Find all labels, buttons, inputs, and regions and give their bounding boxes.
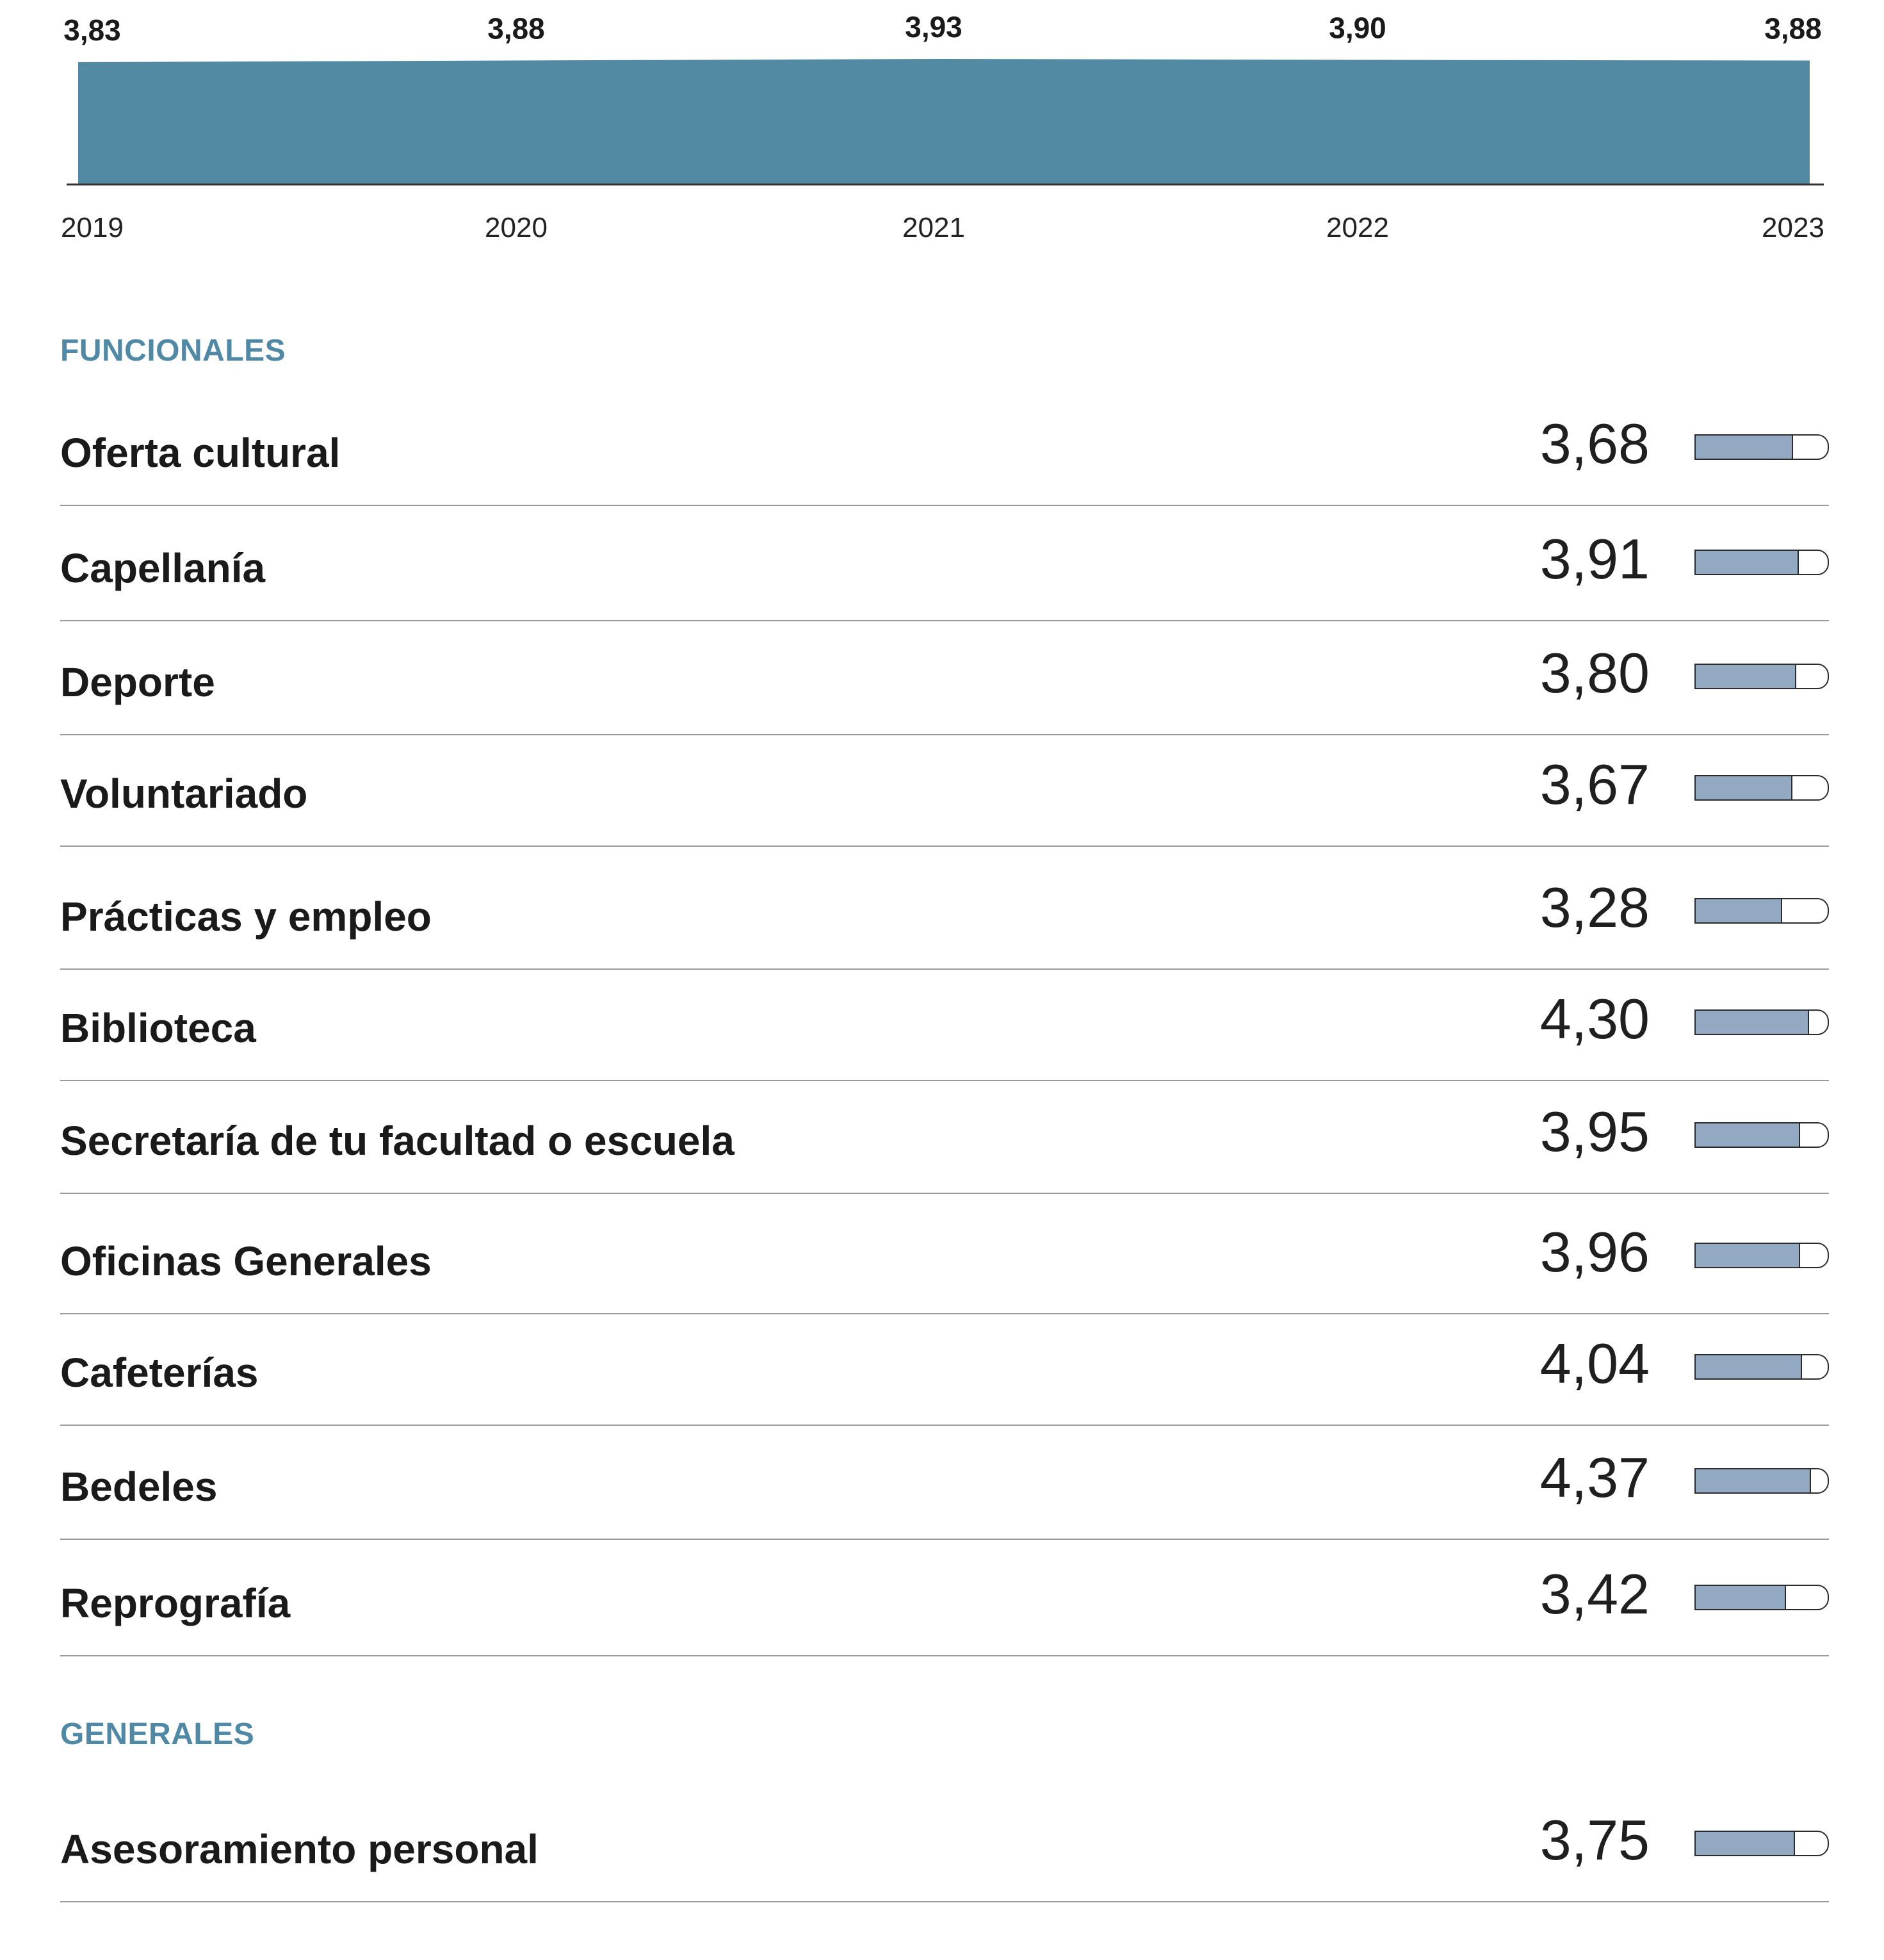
rating-label: Reprografía — [60, 1580, 291, 1626]
rating-label: Oferta cultural — [60, 430, 341, 476]
rating-gauge-fill — [1696, 1832, 1795, 1855]
rating-gauge-fill — [1696, 551, 1799, 574]
trend-point-label: 3,83 — [63, 13, 121, 47]
rating-gauge — [1694, 1122, 1829, 1148]
rating-label: Biblioteca — [60, 1005, 256, 1051]
rating-gauge — [1694, 1243, 1829, 1268]
trend-area-chart: 3,83 3,88 3,93 3,90 3,88 2019 2020 2021 2022 202… — [61, 10, 1824, 243]
rating-label: Cafeterías — [60, 1350, 259, 1396]
rating-row: Secretaría de tu facultad o escuela 3,95 — [60, 1079, 1829, 1194]
trend-point-label: 3,88 — [487, 12, 545, 45]
rating-row: Oferta cultural 3,68 — [60, 391, 1829, 506]
rating-value: 4,30 — [1539, 987, 1650, 1050]
rating-value: 3,96 — [1539, 1220, 1650, 1284]
rating-row: Reprografía 3,42 — [60, 1541, 1829, 1656]
rating-gauge-fill — [1696, 436, 1793, 459]
trend-area-series — [78, 59, 1810, 184]
trend-x-tick-label: 2019 — [61, 212, 124, 243]
trend-point-label: 3,88 — [1764, 12, 1822, 45]
rating-gauge — [1694, 1354, 1829, 1380]
rating-label: Capellanía — [60, 545, 266, 591]
rating-value: 4,37 — [1539, 1446, 1650, 1509]
trend-point-label: 3,90 — [1329, 11, 1386, 44]
rating-row: Asesoramiento personal 3,75 — [60, 1787, 1829, 1902]
rating-label: Asesoramiento personal — [60, 1826, 539, 1872]
rating-value: 3,42 — [1539, 1562, 1650, 1626]
rating-gauge-fill — [1696, 1011, 1809, 1034]
rating-label: Voluntariado — [60, 771, 308, 817]
trend-point-labels: 3,83 3,88 3,93 3,90 3,88 — [63, 10, 1822, 47]
rating-value: 3,75 — [1539, 1808, 1650, 1872]
rating-gauge — [1694, 550, 1829, 575]
rating-value: 3,95 — [1539, 1100, 1650, 1163]
rating-gauge-fill — [1696, 1123, 1800, 1147]
rating-gauge-fill — [1696, 1244, 1800, 1267]
rating-value: 3,67 — [1539, 753, 1650, 816]
rating-gauge — [1694, 434, 1829, 460]
rating-row: Bedeles 4,37 — [60, 1425, 1829, 1540]
rating-value: 3,91 — [1539, 527, 1650, 591]
trend-x-tick-label: 2023 — [1762, 212, 1824, 243]
rating-row: Biblioteca 4,30 — [60, 966, 1829, 1081]
rating-label: Prácticas y empleo — [60, 894, 432, 940]
rating-row: Prácticas y empleo 3,28 — [60, 854, 1829, 970]
rating-gauge-fill — [1696, 1586, 1786, 1609]
trend-x-tick-label: 2020 — [485, 212, 548, 243]
rating-gauge — [1694, 1831, 1829, 1856]
rating-row: Capellanía 3,91 — [60, 506, 1829, 621]
rating-gauge — [1694, 1009, 1829, 1035]
rating-gauge — [1694, 898, 1829, 924]
trend-x-axis-labels: 2019 2020 2021 2022 2023 — [61, 212, 1824, 243]
rating-row: Deporte 3,80 — [60, 620, 1829, 735]
rating-row: Cafeterías 4,04 — [60, 1311, 1829, 1426]
rating-value: 3,80 — [1539, 641, 1650, 705]
rating-label: Deporte — [60, 659, 215, 705]
rating-value: 4,04 — [1539, 1332, 1650, 1395]
rating-gauge — [1694, 775, 1829, 801]
rating-gauge-fill — [1696, 1355, 1802, 1378]
rating-gauge — [1694, 664, 1829, 689]
rating-value: 3,28 — [1539, 876, 1650, 939]
rating-gauge-fill — [1696, 665, 1796, 688]
trend-point-label: 3,93 — [905, 10, 962, 44]
rating-gauge — [1694, 1585, 1829, 1610]
rating-gauge-fill — [1696, 1469, 1811, 1492]
rating-value: 3,68 — [1539, 412, 1650, 475]
rating-gauge-fill — [1696, 899, 1782, 922]
rating-label: Bedeles — [60, 1464, 218, 1510]
trend-x-tick-label: 2022 — [1326, 212, 1389, 243]
rating-gauge — [1694, 1468, 1829, 1494]
section-heading: FUNCIONALES — [60, 334, 286, 368]
section-heading: GENERALES — [60, 1717, 255, 1751]
rating-label: Secretaría de tu facultad o escuela — [60, 1118, 735, 1164]
rating-row: Oficinas Generales 3,96 — [60, 1199, 1829, 1314]
rating-gauge-fill — [1696, 776, 1792, 799]
rating-row: Voluntariado 3,67 — [60, 731, 1829, 847]
trend-x-tick-label: 2021 — [902, 212, 965, 243]
rating-label: Oficinas Generales — [60, 1238, 432, 1284]
